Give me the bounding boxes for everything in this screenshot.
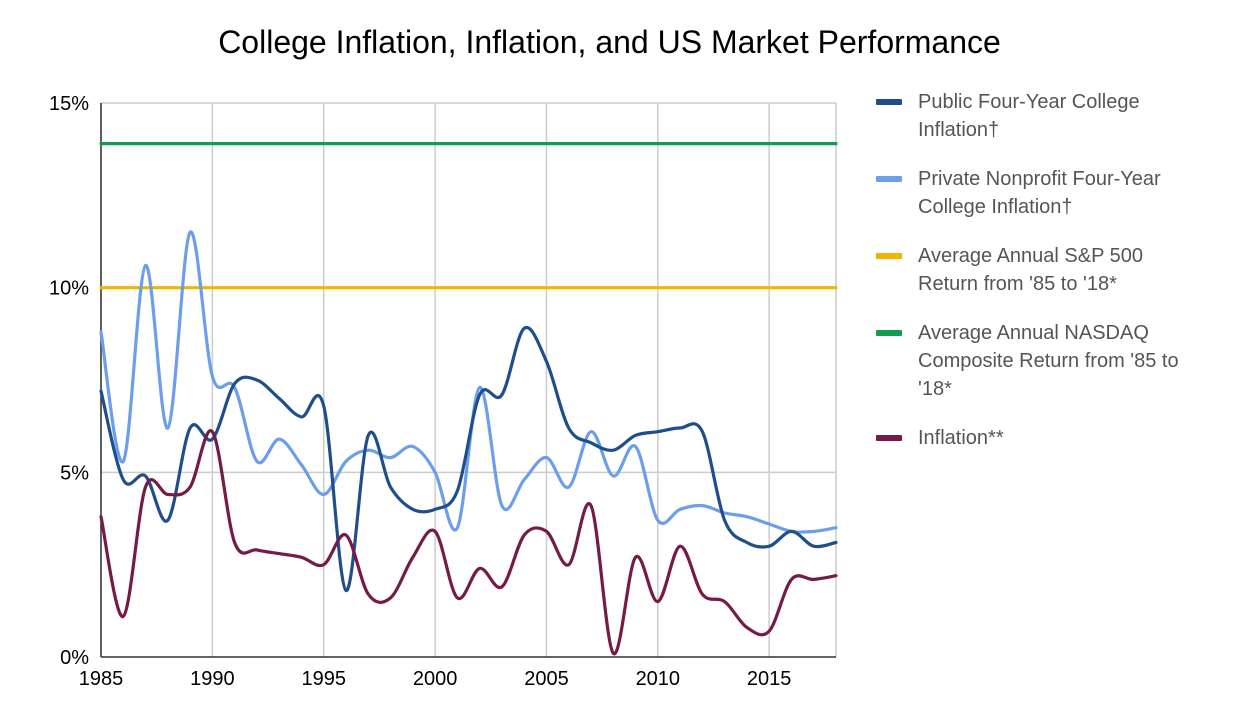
gridlines [100, 102, 837, 657]
x-tick-label: 2015 [747, 668, 792, 690]
legend-swatch [876, 330, 902, 336]
x-tick-label: 2010 [636, 668, 681, 690]
chart-title: College Inflation, Inflation, and US Mar… [218, 24, 1001, 60]
legend-entry: Public Four-Year College Inflation† [876, 88, 1206, 144]
legend-swatch [876, 435, 902, 441]
axes [100, 103, 836, 658]
legend-label: Average Annual S&P 500 Return from '85 t… [918, 245, 1143, 295]
y-tick-label: 10% [49, 278, 89, 300]
legend-swatch [876, 253, 902, 259]
x-tick-label: 1990 [190, 668, 235, 690]
legend-label: Public Four-Year College Inflation† [918, 91, 1140, 141]
tick-labels: 1985 1990 1995 2000 2005 2010 2015 0% 5% 10% 15% [49, 93, 791, 690]
series-line-private-nonprofit-four-year-college-inflation [99, 230, 838, 534]
y-tick-label: 0% [60, 647, 89, 669]
x-tick-label: 2005 [524, 668, 569, 690]
legend-swatch [876, 176, 902, 182]
series-lines [99, 142, 838, 655]
legend-entry: Private Nonprofit Four-Year College Infl… [876, 165, 1206, 221]
legend-entry: Average Annual S&P 500 Return from '85 t… [876, 242, 1206, 298]
legend-label: Inflation** [918, 427, 1004, 449]
x-tick-label: 2000 [413, 668, 458, 690]
legend: Public Four-Year College Inflation† Priva… [876, 88, 1206, 473]
y-tick-label: 5% [60, 462, 89, 484]
legend-swatch [876, 99, 902, 105]
x-tick-label: 1985 [79, 668, 124, 690]
series-line-public-four-year-college-inflation [99, 325, 838, 593]
series-line-inflation [99, 429, 838, 655]
legend-label: Private Nonprofit Four-Year College Infl… [918, 168, 1161, 218]
y-tick-label: 15% [49, 93, 89, 115]
legend-label: Average Annual NASDAQ Composite Return f… [918, 322, 1179, 400]
legend-entry: Average Annual NASDAQ Composite Return f… [876, 319, 1206, 403]
legend-entry: Inflation** [876, 424, 1206, 452]
x-tick-label: 1995 [301, 668, 346, 690]
